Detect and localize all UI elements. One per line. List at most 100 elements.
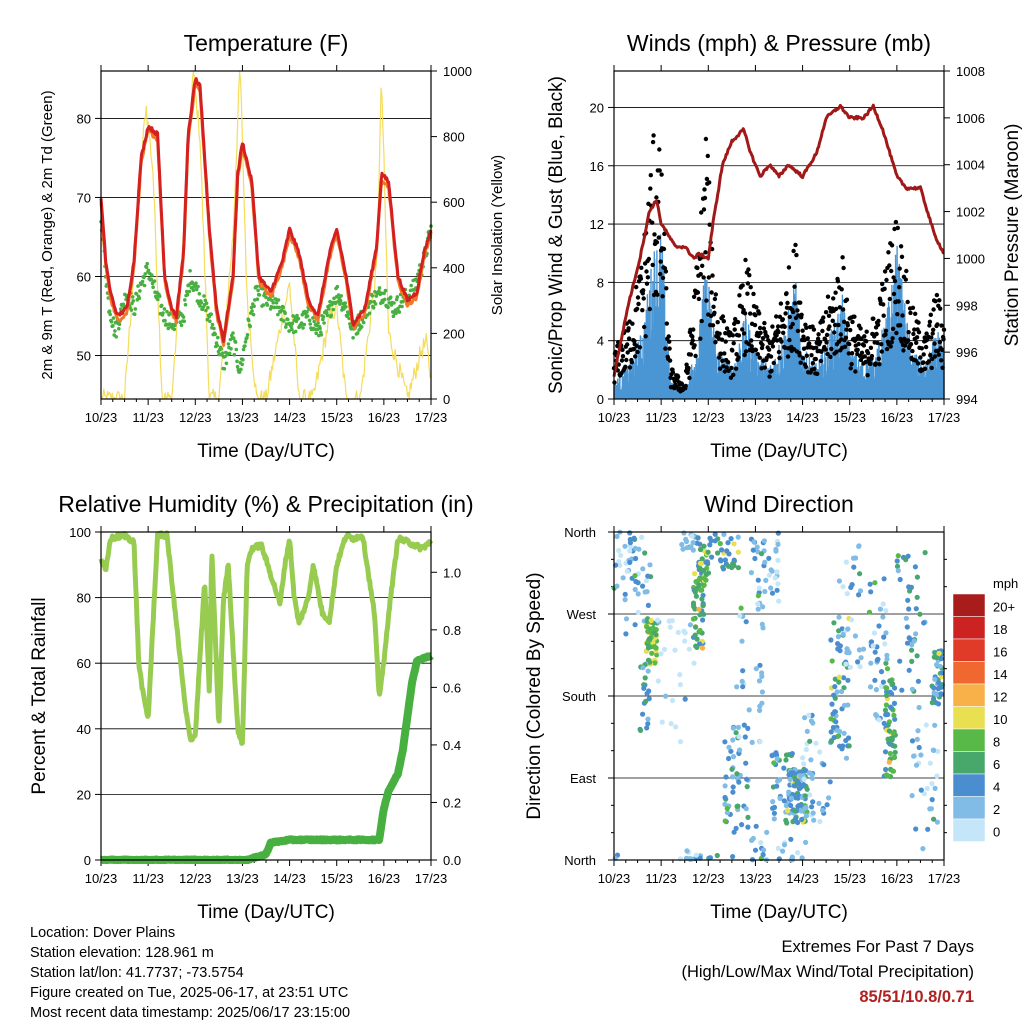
direction-point [936,650,942,657]
gust-point [812,366,817,371]
direction-point [906,667,912,673]
gust-point [774,314,779,319]
gust-point [624,357,629,363]
gust-point [882,269,888,274]
gust-point [625,342,630,347]
direction-point [938,656,944,662]
x-tick-label: 12/23 [179,871,212,886]
gust-point [834,349,839,354]
gust-point [728,375,734,380]
plot-frame [613,70,945,400]
gust-point [818,358,824,364]
td-point [165,309,169,314]
gust-point [924,331,929,336]
td-point [213,332,217,337]
gust-point [740,327,745,332]
gust-point [839,287,844,292]
direction-point [873,687,880,693]
direction-point [857,664,863,670]
gust-point [929,335,934,340]
gust-point [716,355,722,360]
td-point [212,326,216,331]
direction-point [839,746,845,752]
gust-point [918,355,923,360]
gust-point [785,300,790,306]
direction-point [895,568,901,574]
td-point [252,304,256,309]
direction-point [672,647,678,653]
gust-point [703,250,708,255]
td-point [137,296,142,301]
gust-point [725,360,731,365]
x-tick-label: 16/23 [368,410,401,425]
gust-point [879,342,884,347]
td-point [204,301,209,306]
gust-point [758,330,763,335]
legend-label: 6 [993,757,1000,772]
direction-point [730,737,736,743]
station-info: Location: Dover Plains Station elevation… [30,923,350,1023]
gust-point [923,344,929,350]
direction-point [860,646,867,652]
direction-point [872,580,878,586]
direction-point [803,746,809,753]
td-point [392,301,396,305]
speed-legend: mph 20+ 18 16 14 12 10 8 6 4 2 0 [952,576,1018,842]
gust-point [828,354,833,360]
direction-point [697,627,703,634]
gust-point [784,291,789,296]
td-point [251,312,256,317]
legend-swatch [952,796,986,820]
td-point [144,265,149,270]
gust-point [779,339,784,344]
direction-point [644,618,650,625]
direction-point [753,666,759,672]
td-point [313,327,317,332]
gust-point [900,313,905,318]
direction-point [774,569,780,575]
x-tick-label: 12/23 [692,871,725,886]
gust-point [868,345,874,350]
gust-point [675,374,681,379]
td-point [111,316,116,320]
gust-point [698,272,703,277]
gust-point [707,222,712,227]
gust-point [743,257,748,263]
direction-point [756,585,762,591]
gust-point [873,361,878,366]
direction-point [882,641,888,647]
direction-point [909,642,915,648]
y-tick-label: 12 [590,217,604,232]
gust-point [699,210,704,215]
direction-point [875,656,881,662]
td-point [308,322,313,326]
direction-point [697,612,703,618]
extremes-value: 85/51/10.8/0.71 [859,988,974,1006]
gust-point [755,352,760,357]
gust-point [807,341,812,346]
gust-point [887,296,892,302]
gust-point [619,358,625,363]
direction-point [701,611,707,617]
gust-point [804,325,809,330]
gust-point [848,327,853,333]
gust-point [654,195,659,200]
direction-point [762,559,768,565]
gust-point [762,320,767,326]
gust-point [824,332,830,338]
legend-label: 16 [993,645,1007,660]
gust-point [849,361,854,367]
direction-point [756,678,763,684]
direction-point [915,678,922,684]
gust-point [886,250,891,255]
td-point [374,294,379,298]
td-point [143,272,147,276]
gust-point [658,271,663,277]
direction-point [918,752,924,758]
direction-point [807,738,813,744]
gust-point [889,268,894,274]
gust-point [693,353,698,359]
gust-point [716,336,721,341]
direction-point [798,784,804,790]
td-point [370,294,375,298]
